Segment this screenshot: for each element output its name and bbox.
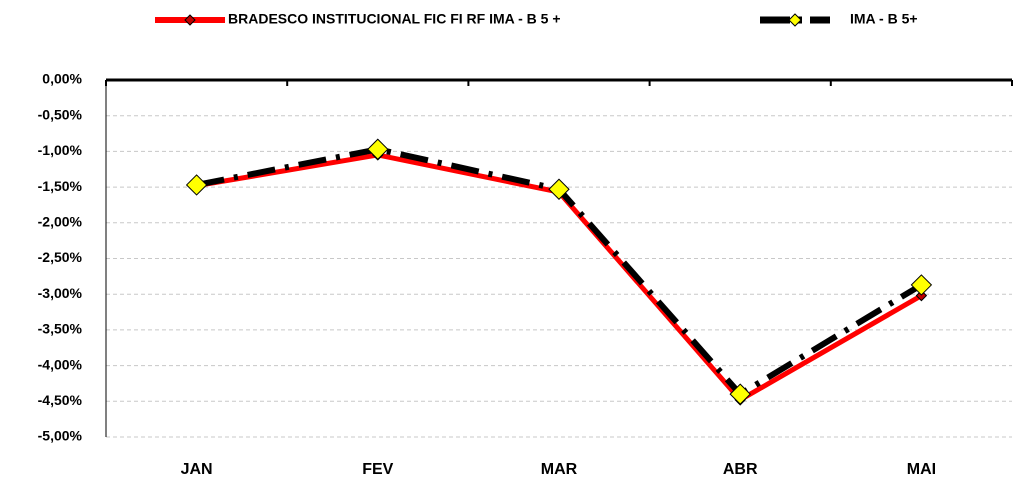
y-tick-label: -5,00% (38, 428, 83, 444)
x-tick-label: MAR (541, 461, 578, 478)
point-marker (729, 383, 751, 405)
y-tick-label: -2,50% (38, 249, 83, 265)
x-tick-label: ABR (723, 461, 758, 478)
legend-marker (184, 14, 196, 26)
y-tick-label: 0,00% (42, 71, 82, 87)
x-tick-label: MAI (907, 461, 936, 478)
x-tick-label: FEV (362, 461, 393, 478)
legend-label: IMA - B 5+ (850, 11, 918, 27)
y-tick-label: -3,00% (38, 285, 83, 301)
y-tick-label: -2,00% (38, 214, 83, 230)
y-tick-label: -4,00% (38, 356, 83, 372)
legend-marker (788, 13, 802, 27)
y-tick-label: -4,50% (38, 392, 83, 408)
point-marker (185, 174, 208, 196)
point-marker (910, 274, 933, 296)
point-marker (915, 289, 928, 302)
y-tick-label: -3,50% (38, 321, 83, 337)
y-tick-label: -1,00% (38, 142, 83, 158)
y-tick-label: -1,50% (38, 178, 83, 194)
y-tick-label: -0,50% (38, 106, 83, 122)
point-marker (367, 138, 389, 160)
x-tick-label: JAN (181, 461, 213, 478)
point-marker (548, 178, 570, 200)
legend-label: BRADESCO INSTITUCIONAL FIC FI RF IMA - B… (228, 11, 561, 27)
